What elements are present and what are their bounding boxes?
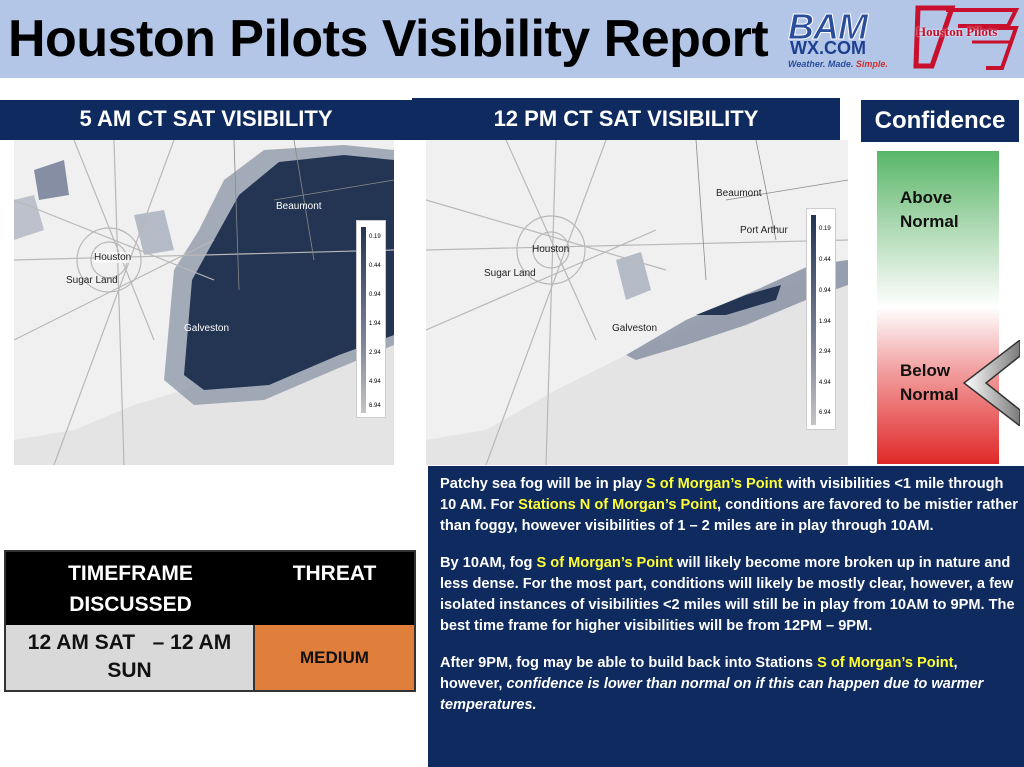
houston-pilots-logo: Houston Pilots [912,4,1020,72]
bam-logo-text: BAM [788,6,869,48]
map-label-beaumont: Beaumont [276,201,322,212]
map-label-beaumont: Beaumont [716,188,762,199]
houston-pilots-logo-text: Houston Pilots [916,24,998,39]
right-map-graphic [426,140,848,465]
discussion-paragraph-2: By 10AM, fog S of Morgan’s Point will li… [440,555,1015,634]
timeframe-column-header: TIMEFRAME DISCUSSED [68,562,193,616]
left-panel-title: 5 AM CT SAT VISIBILITY [0,100,412,140]
threat-table: TIMEFRAME DISCUSSED THREAT 12 AM SAT – 12… [4,550,416,692]
legend-value: 0.19 [819,226,831,232]
legend-value: 0.44 [369,263,381,269]
confidence-indicator-arrow-icon [962,340,1020,426]
bam-logo-domain: WX.COM [790,38,866,58]
legend-value: 1.94 [819,319,831,325]
threat-column-header: THREAT [292,562,377,585]
map-label-houston: Houston [94,252,132,263]
threat-table-header: TIMEFRAME DISCUSSED THREAT [6,552,414,625]
confidence-title: Confidence [861,100,1019,142]
header-banner: Houston Pilots Visibility Report BAM WX.… [0,0,1024,78]
confidence-above-normal: Above Normal [900,188,959,231]
timeframe-cell: 12 AM SAT – 12 AM SUN [6,625,255,690]
right-map-legend: 0.19 0.44 0.94 1.94 2.94 4.94 6.94 [806,208,836,430]
legend-value: 2.94 [819,349,831,355]
legend-value: 6.94 [819,410,831,416]
map-label-houston: Houston [532,244,570,255]
legend-value: 0.94 [819,288,831,294]
page-title: Houston Pilots Visibility Report [8,10,769,68]
map-label-galveston: Galveston [612,323,658,334]
discussion-paragraph-1: Patchy sea fog will be in play S of Morg… [440,476,1018,534]
legend-value: 4.94 [819,380,831,386]
legend-value: 1.94 [369,321,381,327]
legend-value: 0.44 [819,257,831,263]
houston-pilots-emblem-icon [913,5,1020,70]
legend-value: 6.94 [369,403,381,409]
threat-level-cell: MEDIUM [255,625,414,690]
bam-weather-logo: BAM WX.COM Weather. Made. Simple. [786,6,910,70]
map-label-sugar-land: Sugar Land [66,275,118,286]
legend-value: 2.94 [369,350,381,356]
right-panel-title: 12 PM CT SAT VISIBILITY [412,98,840,140]
map-label-sugar-land: Sugar Land [484,268,536,279]
left-visibility-map: Houston Sugar Land Galveston Beaumont 0.… [14,140,394,465]
confidence-gradient-bar [877,151,999,464]
legend-value: 0.19 [369,234,381,240]
map-label-port-arthur: Port Arthur [740,225,788,236]
discussion-paragraph-3: After 9PM, fog may be able to build back… [440,655,984,713]
forecast-discussion: Patchy sea fog will be in play S of Morg… [428,466,1024,767]
bam-logo-tagline: Weather. Made. Simple. [788,59,888,69]
legend-value: 0.94 [369,292,381,298]
map-label-galveston: Galveston [184,323,230,334]
left-map-graphic [14,140,394,465]
confidence-below-normal: Below Normal [900,361,959,404]
right-visibility-map: Houston Sugar Land Galveston Beaumont Po… [426,140,848,465]
legend-value: 4.94 [369,379,381,385]
left-map-legend: 0.19 0.44 0.94 1.94 2.94 4.94 6.94 [356,220,386,418]
